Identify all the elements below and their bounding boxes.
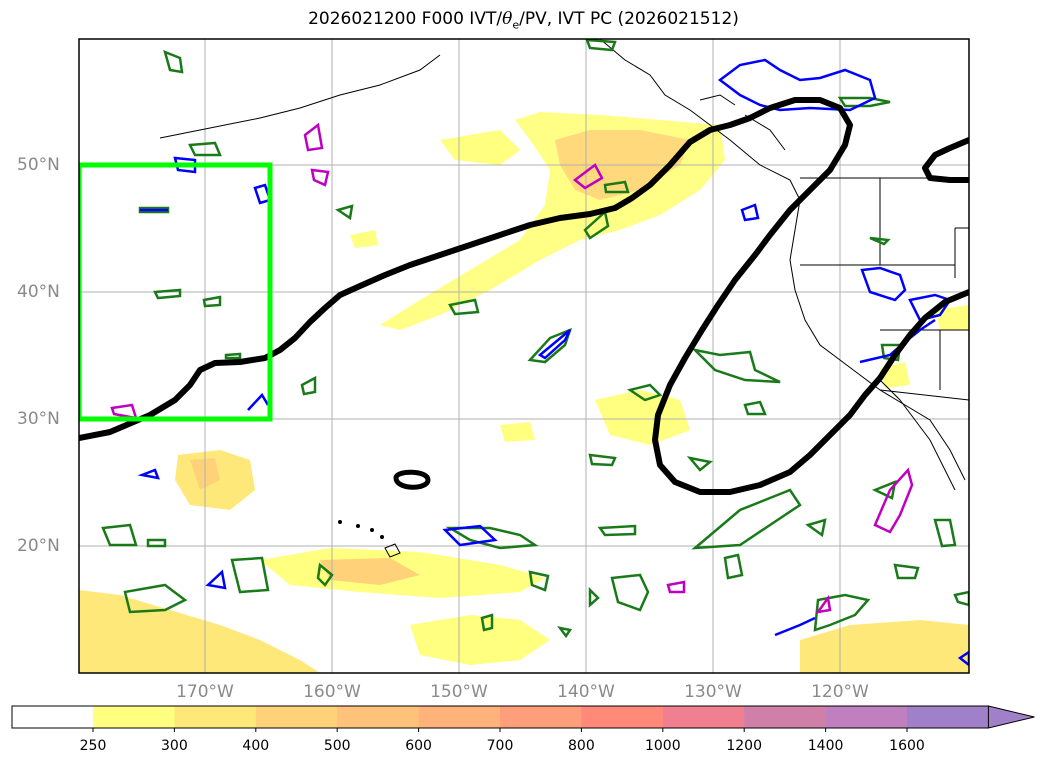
map-frame	[78, 38, 970, 674]
lat-label-50n: 50°N	[17, 155, 60, 175]
lon-label-150w: 150°W	[430, 682, 488, 702]
figure-title: 2026021200 F000 IVT/θe/PV, IVT PC (20260…	[0, 9, 1047, 31]
title-suffix: /PV, IVT PC (2026021512)	[519, 9, 739, 29]
colorbar-segment	[174, 706, 257, 728]
colorbar-tick-label: 1200	[726, 738, 762, 754]
colorbar-tick-label: 700	[486, 738, 514, 754]
ivt-east-patch	[595, 390, 690, 445]
colorbar-tick-label: 250	[79, 738, 107, 754]
colorbar-segment	[581, 706, 664, 728]
ivt-pc-main-line	[79, 97, 969, 495]
coastlines	[159, 39, 969, 491]
lon-label-160w: 160°W	[303, 682, 361, 702]
colorbar-segment	[662, 706, 745, 728]
ivt-southeast	[800, 620, 969, 673]
lon-label-170w: 170°W	[176, 682, 234, 702]
colorbar-segment	[744, 706, 827, 728]
colorbar-tick-label: 1400	[807, 738, 844, 754]
baja-coast	[879, 379, 956, 491]
ivt-pc-contours	[79, 97, 969, 495]
title-prefix: 2026021200 F000 IVT/	[308, 9, 503, 29]
ivt-small-patch	[500, 422, 535, 442]
ivt-mid-patch	[350, 230, 378, 248]
colorbar	[11, 705, 1035, 732]
lat-label-20n: 20°N	[17, 536, 60, 556]
colorbar-segment	[93, 706, 175, 728]
alaska-coast	[599, 39, 966, 481]
colorbar-segment	[255, 706, 338, 728]
colorbar-segment	[907, 706, 989, 728]
ivt-tropical-core	[320, 558, 420, 585]
lon-label-140w: 140°W	[557, 682, 615, 702]
colorbar-tick-label: 1000	[644, 738, 681, 754]
colorbar-tick-label: 400	[242, 738, 270, 754]
colorbar-tick-label: 300	[161, 738, 188, 754]
colorbar-extend-arrow	[987, 705, 1035, 729]
colorbar-segment	[12, 706, 94, 728]
pv-blue-contours	[137, 58, 969, 667]
colorbar-tick-label: 800	[568, 738, 595, 754]
target-region-box	[79, 162, 273, 422]
colorbar-segment	[500, 706, 582, 728]
state-lines	[800, 178, 969, 390]
ivt-south-mid	[410, 615, 550, 665]
map-panel	[79, 39, 969, 673]
lon-label-130w: 130°W	[684, 682, 742, 702]
title-theta: θ	[502, 9, 513, 29]
lon-label-120w: 120°W	[811, 682, 869, 702]
lat-label-30n: 30°N	[17, 409, 60, 429]
mexico-border	[879, 389, 969, 401]
canada-islands	[699, 94, 786, 151]
pv-magenta-contours	[110, 122, 914, 614]
colorbar-segment	[418, 706, 501, 728]
colorbar-segment	[825, 706, 908, 728]
hawaii-islands	[338, 520, 401, 558]
colorbar-tick-label: 500	[323, 738, 351, 754]
aleutian-coast	[159, 54, 441, 139]
ivt-north-patch	[440, 130, 520, 165]
colorbar-tick-label: 600	[405, 738, 432, 754]
ivt-pc-ne-line	[922, 137, 969, 183]
colorbar-segment	[337, 706, 420, 728]
theta-e-contours	[101, 39, 969, 639]
colorbar-tick-label: 1600	[889, 738, 925, 754]
title-subscript: e	[512, 18, 520, 32]
lat-label-40n: 40°N	[17, 282, 60, 302]
ivt-pc-small-loop	[393, 469, 431, 490]
